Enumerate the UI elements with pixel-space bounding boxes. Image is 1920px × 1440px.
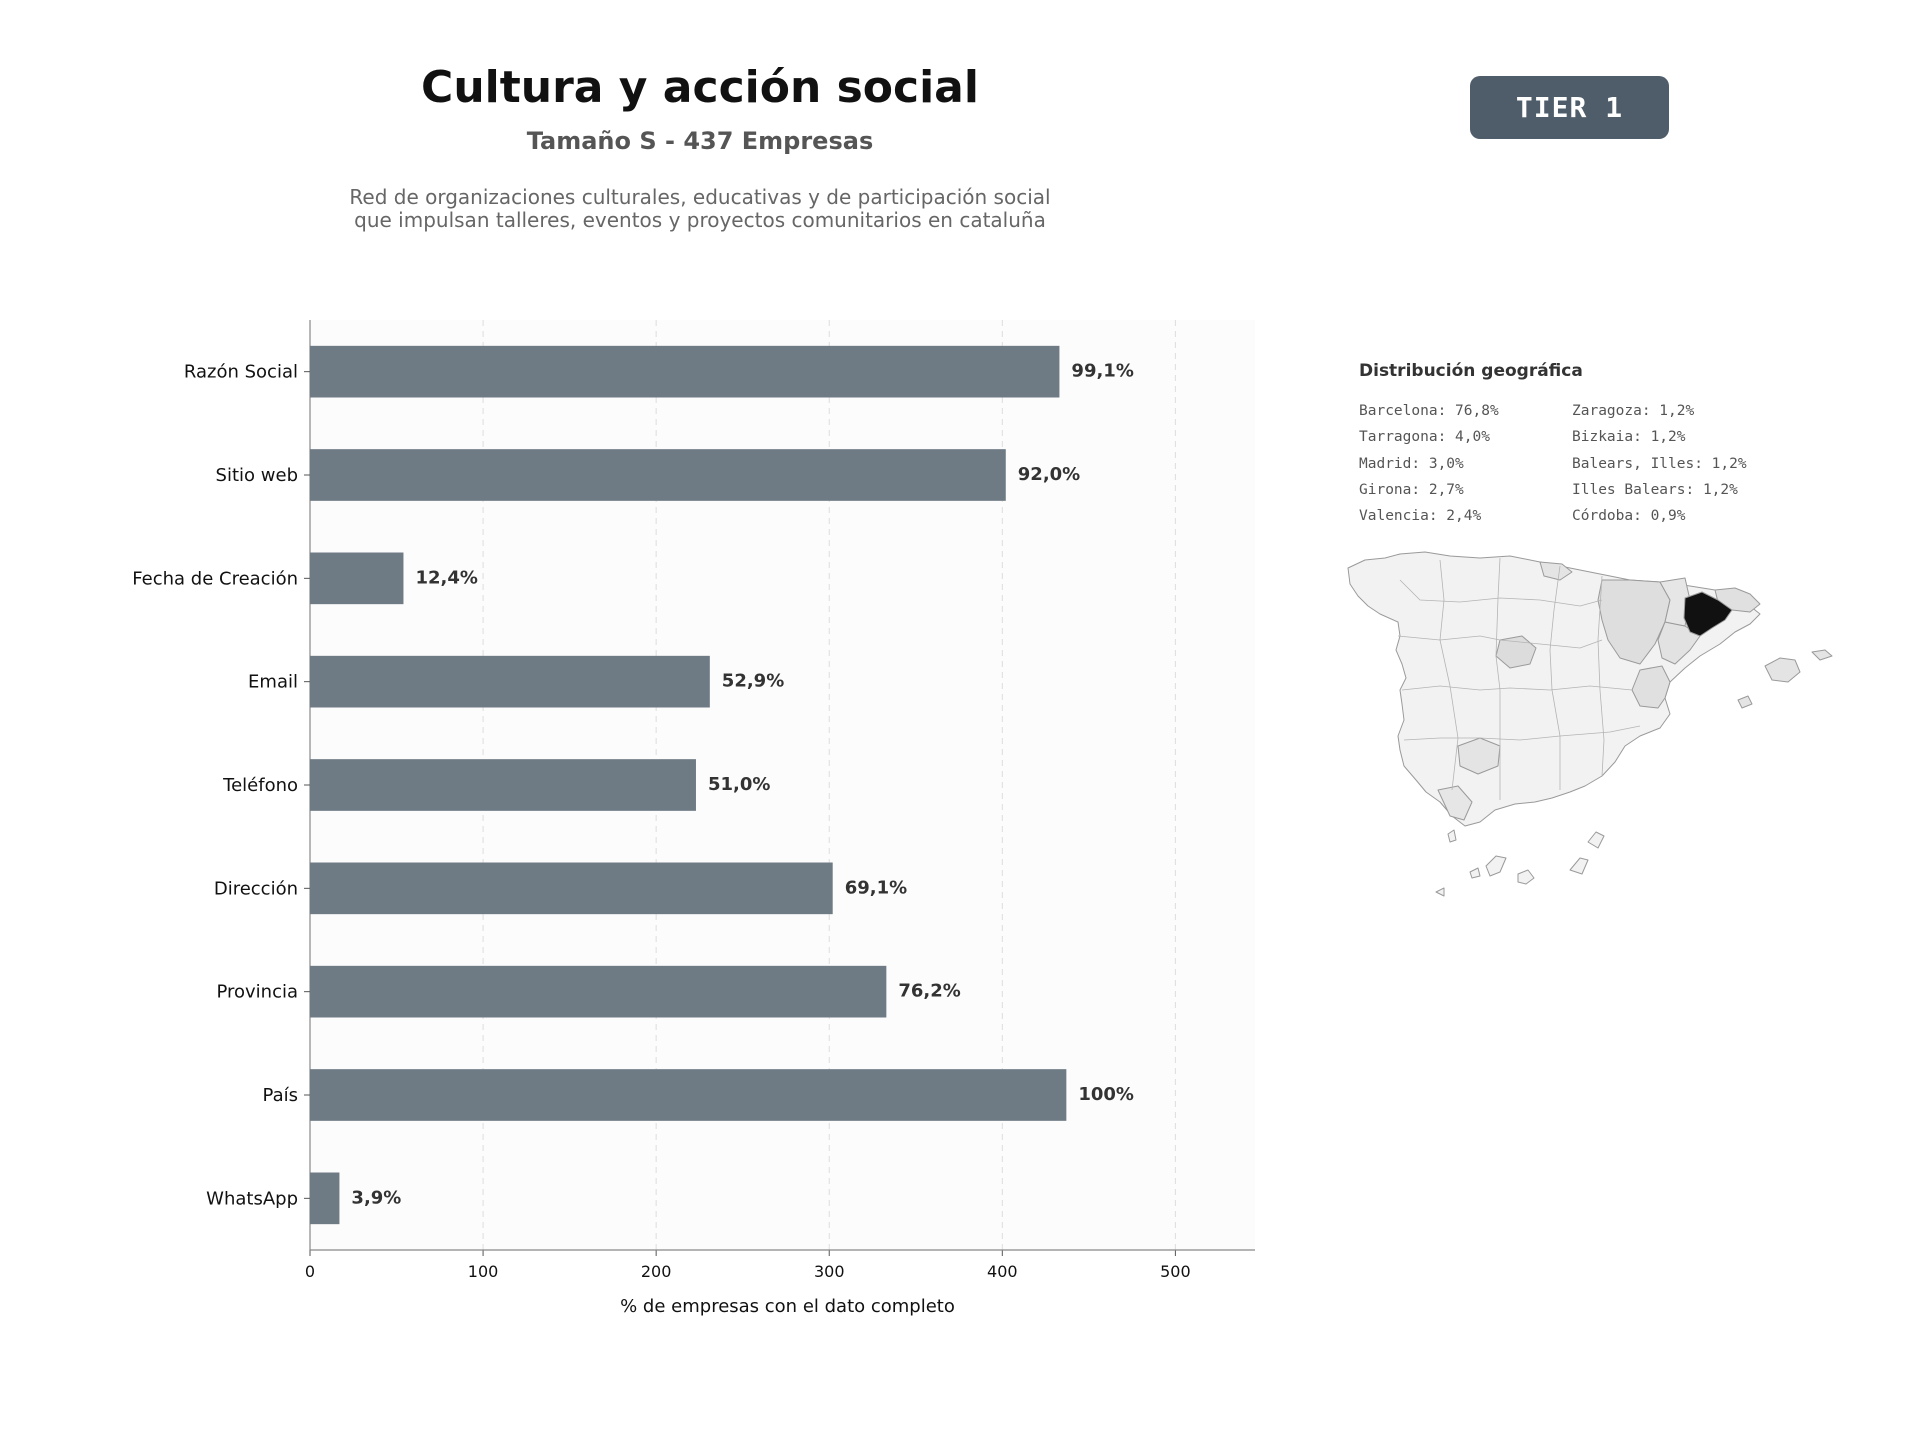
x-tick-label: 500	[1160, 1262, 1191, 1281]
data-label: 3,9%	[351, 1187, 401, 1208]
bar	[310, 552, 404, 605]
bar	[310, 345, 1060, 398]
data-label: 76,2%	[898, 981, 960, 1002]
geo-item: Zaragoza: 1,2%	[1572, 403, 1695, 419]
geo-item: Girona: 2,7%	[1359, 481, 1464, 498]
island-menorca	[1811, 649, 1833, 661]
category-label: Fecha de Creación	[132, 568, 298, 589]
geo-item: Balears, Illes: 1,2%	[1572, 455, 1747, 472]
category-label: País	[263, 1085, 298, 1106]
province-lleida	[1659, 577, 1691, 627]
geo-item: Bizkaia: 1,2%	[1572, 429, 1686, 446]
island-canary-6	[1587, 831, 1605, 849]
page-subtitle: Tamaño S - 437 Empresas	[526, 127, 874, 155]
island-canary-1	[1447, 829, 1457, 843]
island-canary-4	[1517, 869, 1535, 885]
category-label: WhatsApp	[206, 1188, 298, 1209]
province-bizkaia	[1539, 561, 1573, 581]
spain-province-map	[1347, 551, 1833, 897]
island-ibiza	[1737, 695, 1753, 709]
bar	[310, 862, 833, 915]
x-tick-label: 200	[641, 1262, 672, 1281]
geo-item: Illes Balears: 1,2%	[1572, 481, 1738, 498]
island-canary-3	[1485, 855, 1507, 877]
province-cadiz	[1437, 785, 1473, 821]
bar	[310, 1069, 1067, 1121]
page-title: Cultura y acción social	[421, 62, 979, 113]
x-tick-label: 0	[305, 1262, 315, 1281]
bar	[310, 965, 887, 1018]
category-label: Razón Social	[184, 362, 298, 383]
geo-item: Tarragona: 4,0%	[1359, 429, 1490, 446]
data-label: 100%	[1078, 1084, 1134, 1105]
province-barcelona	[1683, 591, 1733, 637]
data-label: 12,4%	[415, 567, 477, 588]
geo-item: Valencia: 2,4%	[1359, 508, 1482, 525]
geo-list-col2: Zaragoza: 1,2% Bizkaia: 1,2% Balears, Il…	[1572, 398, 1747, 529]
island-mallorca	[1764, 657, 1801, 683]
island-canary-2	[1469, 867, 1481, 879]
province-aragon	[1597, 579, 1671, 665]
bar	[310, 449, 1006, 501]
geo-item: Madrid: 3,0%	[1359, 455, 1464, 472]
description-line-1: Red de organizaciones culturales, educat…	[349, 185, 1051, 209]
province-valencia	[1631, 665, 1671, 709]
data-label: 52,9%	[722, 671, 784, 692]
page-description: Red de organizaciones culturales, educat…	[200, 186, 1200, 232]
description-line-2: que impulsan talleres, eventos y proyect…	[354, 208, 1046, 232]
data-label: 92,0%	[1018, 464, 1080, 485]
geo-item: Córdoba: 0,9%	[1572, 508, 1686, 525]
data-label: 69,1%	[845, 877, 907, 898]
bar	[310, 655, 710, 708]
province-tarragona	[1657, 621, 1701, 665]
geo-list-col1: Barcelona: 76,8% Tarragona: 4,0% Madrid:…	[1359, 398, 1499, 529]
geo-distribution-title: Distribución geográfica	[1359, 361, 1583, 381]
data-label: 51,0%	[708, 774, 770, 795]
bar	[310, 1172, 340, 1225]
data-label: 99,1%	[1071, 361, 1133, 382]
category-label: Sitio web	[216, 465, 298, 486]
category-label: Dirección	[214, 878, 298, 899]
x-tick-label: 100	[468, 1262, 499, 1281]
island-canary-7	[1435, 887, 1445, 897]
x-tick-label: 400	[987, 1262, 1018, 1281]
category-label: Email	[248, 672, 298, 693]
bar	[310, 759, 696, 811]
category-label: Provincia	[216, 982, 298, 1003]
geo-item: Barcelona: 76,8%	[1359, 403, 1499, 419]
x-axis-label: % de empresas con el dato completo	[620, 1296, 955, 1317]
x-tick-label: 300	[814, 1262, 845, 1281]
category-label: Teléfono	[222, 775, 298, 796]
island-canary-5	[1569, 857, 1589, 875]
tier-badge: TIER 1	[1470, 76, 1669, 139]
